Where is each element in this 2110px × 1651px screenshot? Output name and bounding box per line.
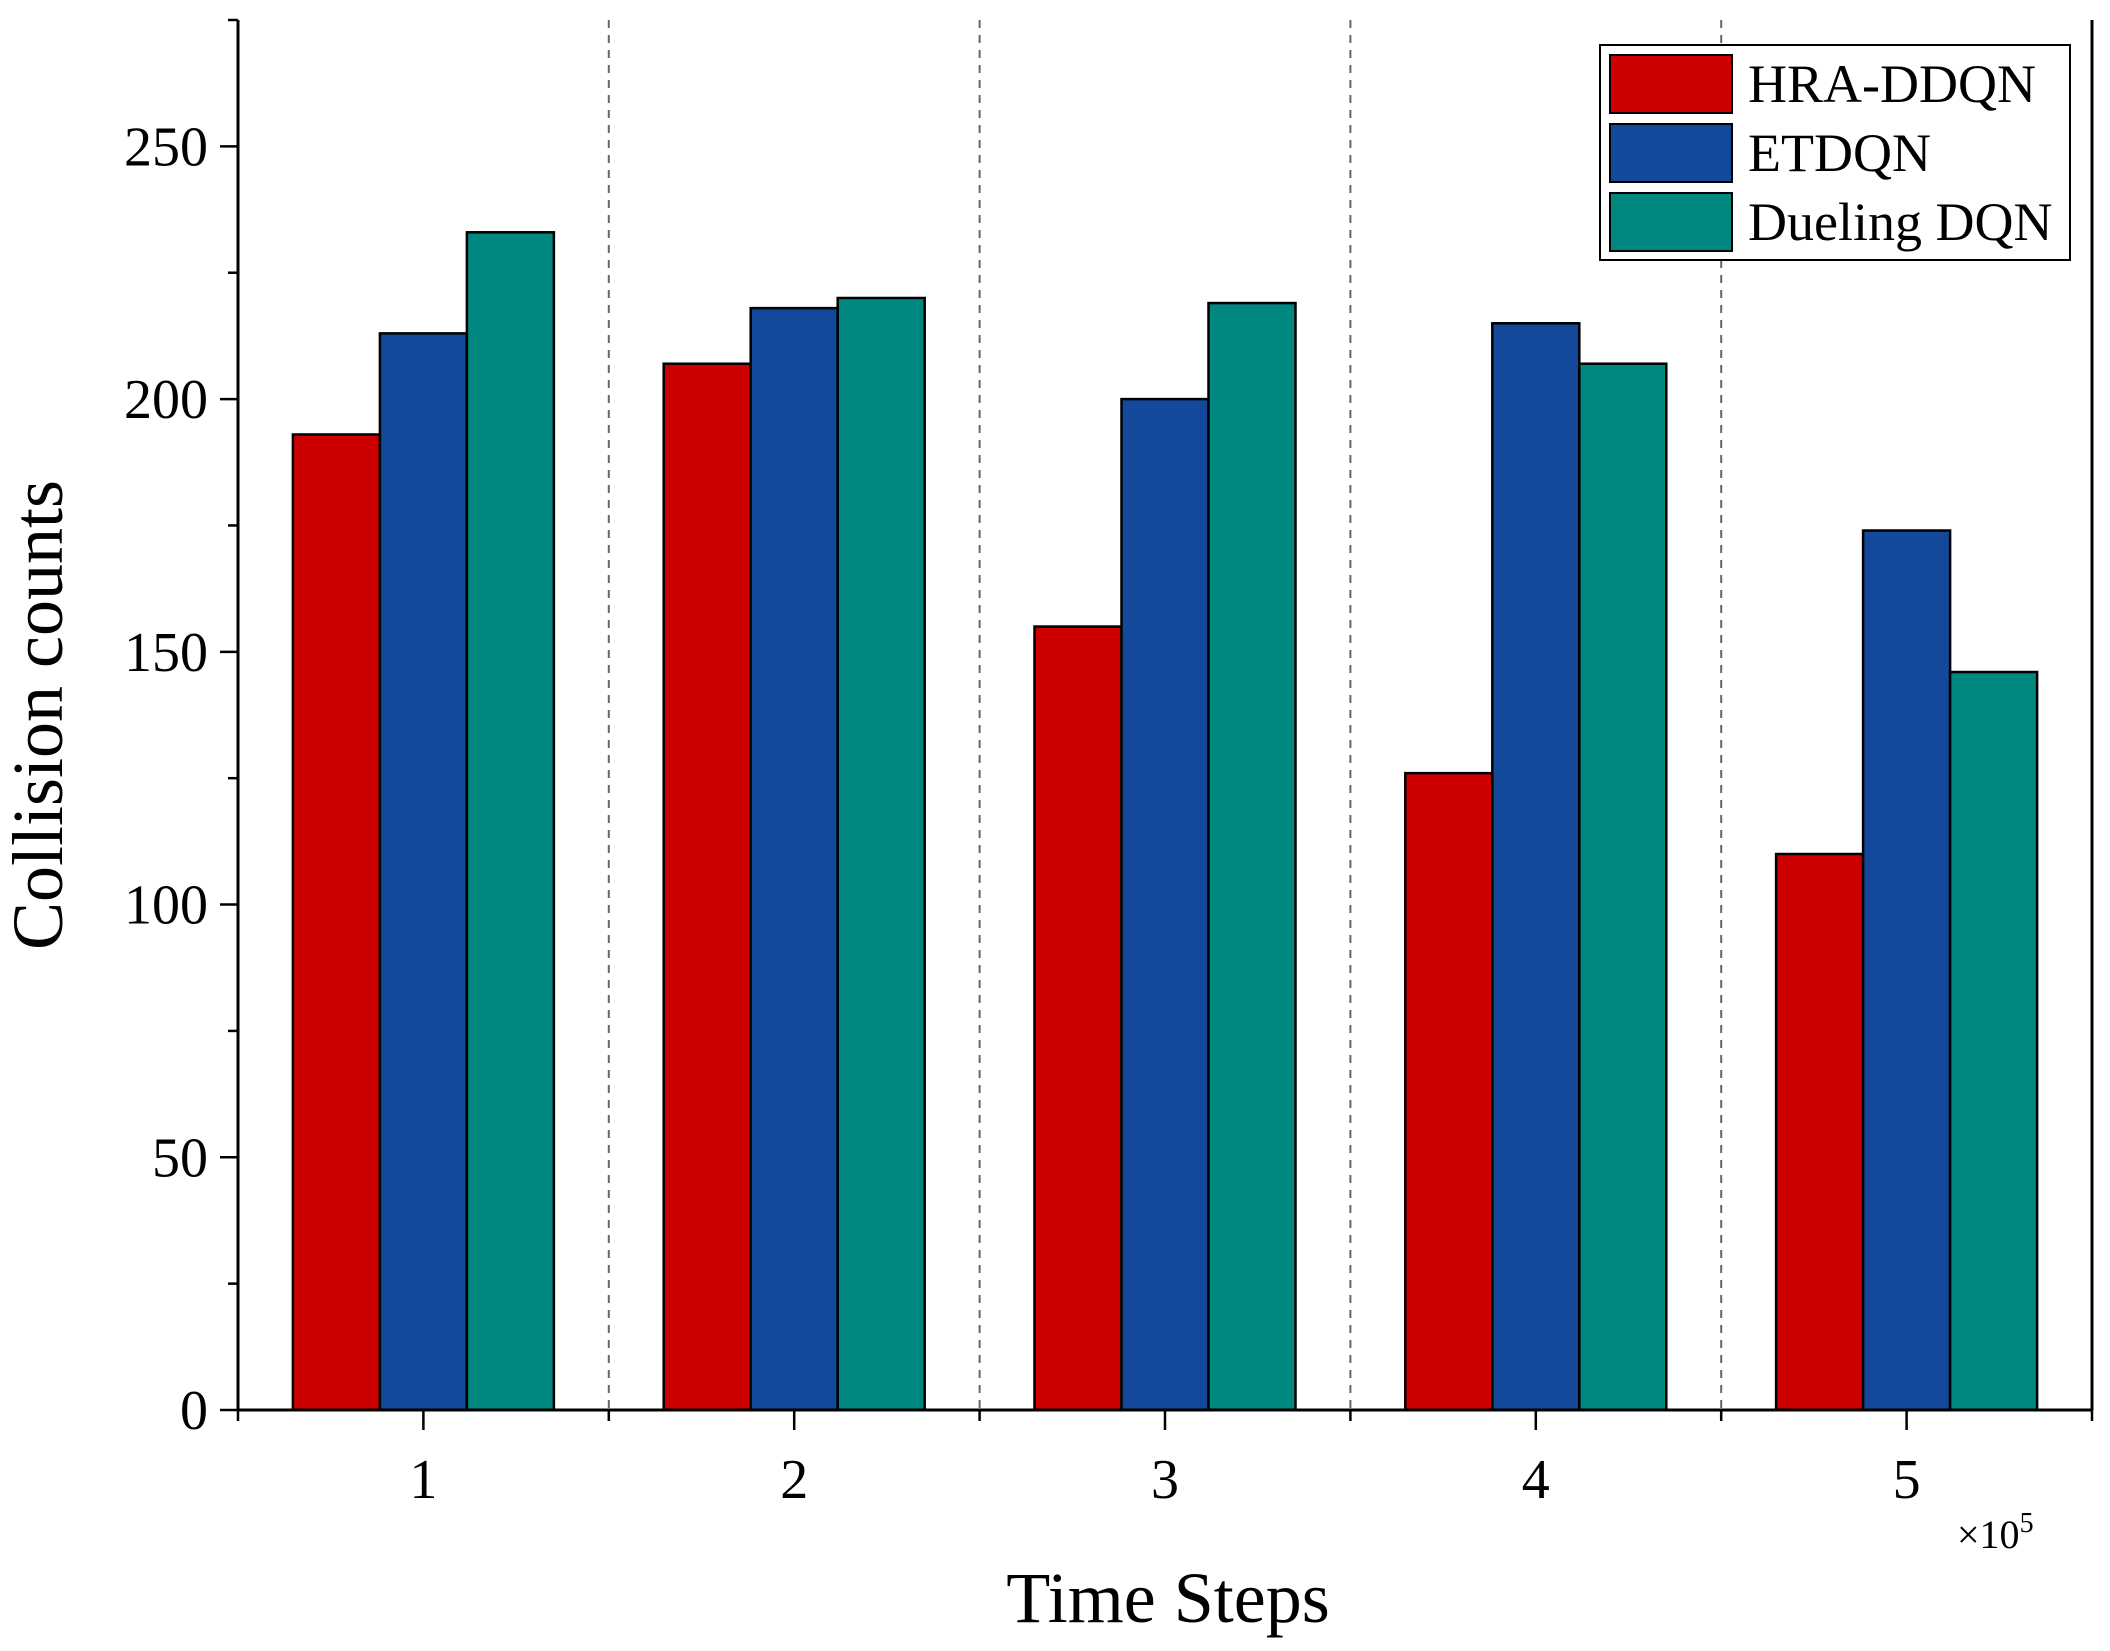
y-tick-label: 200 <box>124 369 208 431</box>
bar-dueling-dqn-4 <box>1578 362 1668 1412</box>
x-axis-title: Time Steps <box>1006 1558 1329 1638</box>
y-tick-label: 100 <box>124 875 208 937</box>
legend-swatch-dueling-dqn <box>1609 192 1733 252</box>
x-tick-label: 5 <box>1893 1449 1921 1511</box>
x-axis-multiplier: ×105 <box>1957 1508 2034 1557</box>
bar-dueling-dqn-5 <box>1948 670 2039 1412</box>
y-tick-label: 250 <box>124 116 208 178</box>
y-tick-label: 150 <box>124 622 208 684</box>
legend-label-etdqn: ETDQN <box>1748 123 1931 183</box>
x-tick-label: 1 <box>409 1449 437 1511</box>
bar-etdqn-5 <box>1861 529 1952 1412</box>
bar-hra-ddqn-3 <box>1033 625 1123 1412</box>
y-tick-label: 0 <box>180 1380 208 1442</box>
bars <box>291 231 2039 1412</box>
bar-hra-ddqn-1 <box>291 433 382 1412</box>
bar-etdqn-3 <box>1120 397 1210 1412</box>
x-axis-multiplier-base: ×10 <box>1957 1512 2020 1557</box>
x-tick-label: 2 <box>780 1449 808 1511</box>
bar-hra-ddqn-2 <box>662 362 752 1412</box>
legend-label-dueling-dqn: Dueling DQN <box>1748 192 2052 252</box>
bar-hra-ddqn-5 <box>1774 852 1865 1412</box>
bar-etdqn-1 <box>378 332 469 1412</box>
bar-dueling-dqn-1 <box>465 231 556 1412</box>
legend-swatch-etdqn <box>1609 123 1733 183</box>
y-axis-title: Collision counts <box>0 480 78 950</box>
x-axis-multiplier-exponent: 5 <box>2020 1508 2034 1539</box>
y-tick-label: 50 <box>152 1127 208 1189</box>
bar-etdqn-2 <box>749 306 839 1412</box>
bar-hra-ddqn-4 <box>1404 771 1494 1412</box>
legend-label-hra-ddqn: HRA-DDQN <box>1748 54 2036 114</box>
bar-dueling-dqn-2 <box>836 296 926 1412</box>
legend: HRA-DDQN ETDQN Dueling DQN <box>1599 44 2071 261</box>
bar-etdqn-4 <box>1491 322 1581 1412</box>
x-tick-label: 4 <box>1522 1449 1550 1511</box>
bar-dueling-dqn-3 <box>1207 301 1297 1412</box>
ticks: 0 50 100 150 200 250 1 2 3 4 5 <box>124 18 2094 1511</box>
x-tick-label: 3 <box>1151 1449 1179 1511</box>
legend-swatch-hra-ddqn <box>1609 54 1733 114</box>
